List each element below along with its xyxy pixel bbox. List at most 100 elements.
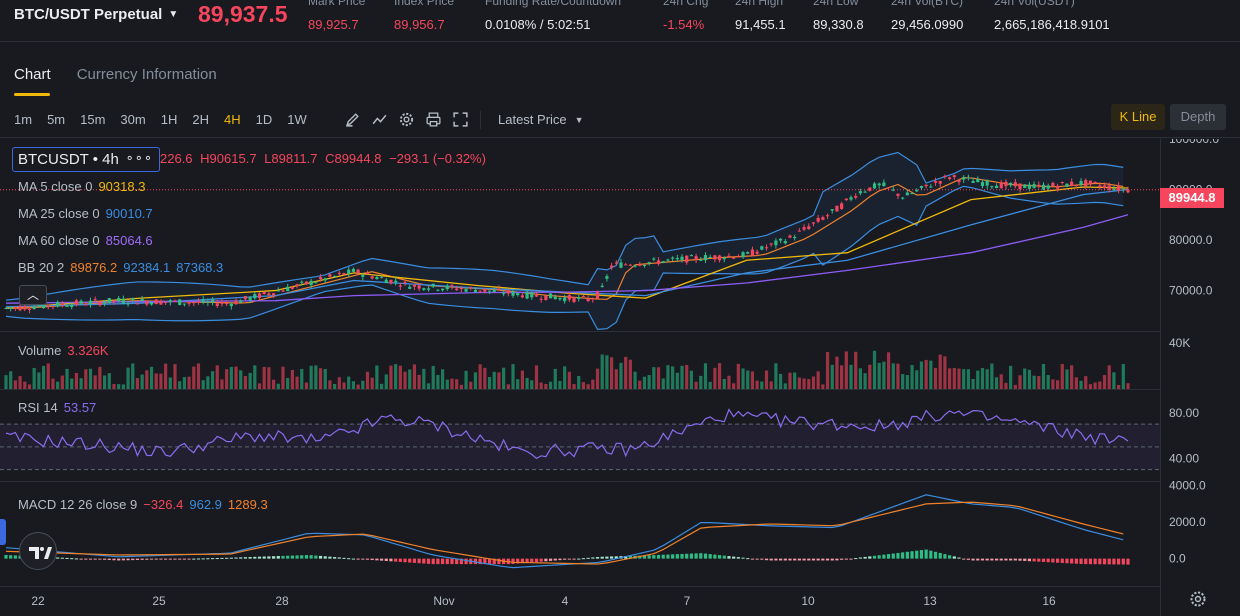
tab-chart[interactable]: Chart [14,66,51,96]
volume-bar [633,371,637,389]
macd-histogram-bar [323,556,327,559]
macd-histogram-bar [300,555,304,559]
fullscreen-icon[interactable] [452,111,469,128]
candle-body [1051,182,1055,186]
macd-histogram-bar [365,558,370,560]
volume-bar [868,364,872,389]
macd-histogram-bar [70,558,74,560]
volume-bar [173,364,177,389]
volume-bar [929,360,933,389]
interval-2h[interactable]: 2H [192,112,209,127]
candle-body [577,297,581,299]
candle-body [140,298,144,301]
volume-bar [436,374,440,389]
macd-histogram-bar [586,557,590,559]
volume-bar [1074,377,1078,389]
candle-body [394,280,398,283]
volume-bar [652,367,656,389]
candle-body [1088,180,1093,185]
volume-bar [577,375,581,389]
price-type-dropdown[interactable]: Latest Price ▼ [498,112,584,127]
side-panel-tab[interactable] [0,519,6,545]
candle-body [915,190,919,192]
macd-histogram-bar [544,558,548,562]
pen-icon[interactable] [344,111,361,128]
candle-body [117,298,121,302]
volume-bar [187,376,191,389]
stat-value: 29,456.0990 [891,17,964,32]
volume-bar [783,383,787,389]
macd-histogram-bar [436,558,440,565]
macd-histogram-bar [553,558,557,561]
candle-body [450,285,454,287]
macd-histogram-bar [98,558,102,560]
price-chart[interactable]: 100000.090000.080000.070000.040K80.0040.… [0,139,1240,616]
rsi-line [5,408,1129,460]
macd-histogram-bar [844,558,848,560]
volume-bar [835,356,839,389]
interval-4h[interactable]: 4H [223,112,241,127]
volume-bar [901,374,905,389]
candle-body [713,255,717,260]
volume-bar [32,367,36,389]
interval-30m[interactable]: 30m [120,112,146,127]
interval-1m[interactable]: 1m [14,112,33,127]
candle-body [271,293,276,296]
candle-body [863,191,867,193]
macd-histogram-bar [854,558,858,560]
more-icon[interactable]: ∘∘∘ [125,150,153,165]
ma60-legend: MA 60 close 0 85064.6 [18,233,153,248]
macd-histogram-bar [511,558,515,564]
symbol-legend[interactable]: BTCUSDT • 4h ∘∘∘ [12,147,160,172]
volume-bar [638,380,642,389]
interval-1h[interactable]: 1H [160,112,178,127]
macd-histogram-bar [1055,558,1060,563]
macd-histogram-bar [760,558,764,560]
volume-bar [333,383,337,389]
collapse-legend-button[interactable]: ︿ [19,285,47,305]
candle-body [530,292,534,298]
depth-button[interactable]: Depth [1170,104,1226,130]
candle-body [619,262,623,268]
macd-histogram-bar [394,558,398,562]
candle-body [23,305,27,310]
volume-bar [1051,379,1055,389]
candle-body [680,256,684,261]
macd-histogram-bar [455,558,459,565]
candle-body [1013,182,1017,187]
macd-histogram-bar [389,558,393,562]
candle-body [525,291,529,299]
interval-1w[interactable]: 1W [287,112,307,127]
macd-histogram-bar [398,558,402,562]
settings-icon[interactable] [1189,590,1207,608]
volume-bar [924,359,928,389]
printer-icon[interactable] [425,111,442,128]
candle-body [426,288,431,290]
candle-body [633,265,637,267]
volume-bar [689,370,694,389]
macd-histogram-bar [877,555,881,559]
macd-histogram-bar [56,557,60,559]
volume-bar [685,365,689,389]
candle-body [79,300,83,304]
candle-body [1032,184,1036,188]
interval-15m[interactable]: 15m [80,112,106,127]
candle-body [234,300,238,305]
symbol-selector[interactable]: BTC/USDT Perpetual ▼ [14,6,178,23]
tab-currency-information[interactable]: Currency Information [76,66,217,83]
candle-body [431,283,435,287]
gear-icon[interactable] [398,111,415,128]
volume-bar [1121,364,1125,389]
volume-bar [985,369,989,389]
candle-body [605,276,609,279]
time-tick-label: 25 [152,594,166,608]
tradingview-logo[interactable] [19,532,57,570]
stat-label: Funding Rate/Countdown [485,0,622,8]
kline-button[interactable]: K Line [1111,104,1165,130]
line-chart-icon[interactable] [371,111,388,128]
macd-histogram-bar [131,558,135,561]
candle-body [1065,183,1069,187]
interval-1d[interactable]: 1D [255,112,273,127]
macd-histogram-bar [492,558,496,565]
interval-5m[interactable]: 5m [47,112,66,127]
